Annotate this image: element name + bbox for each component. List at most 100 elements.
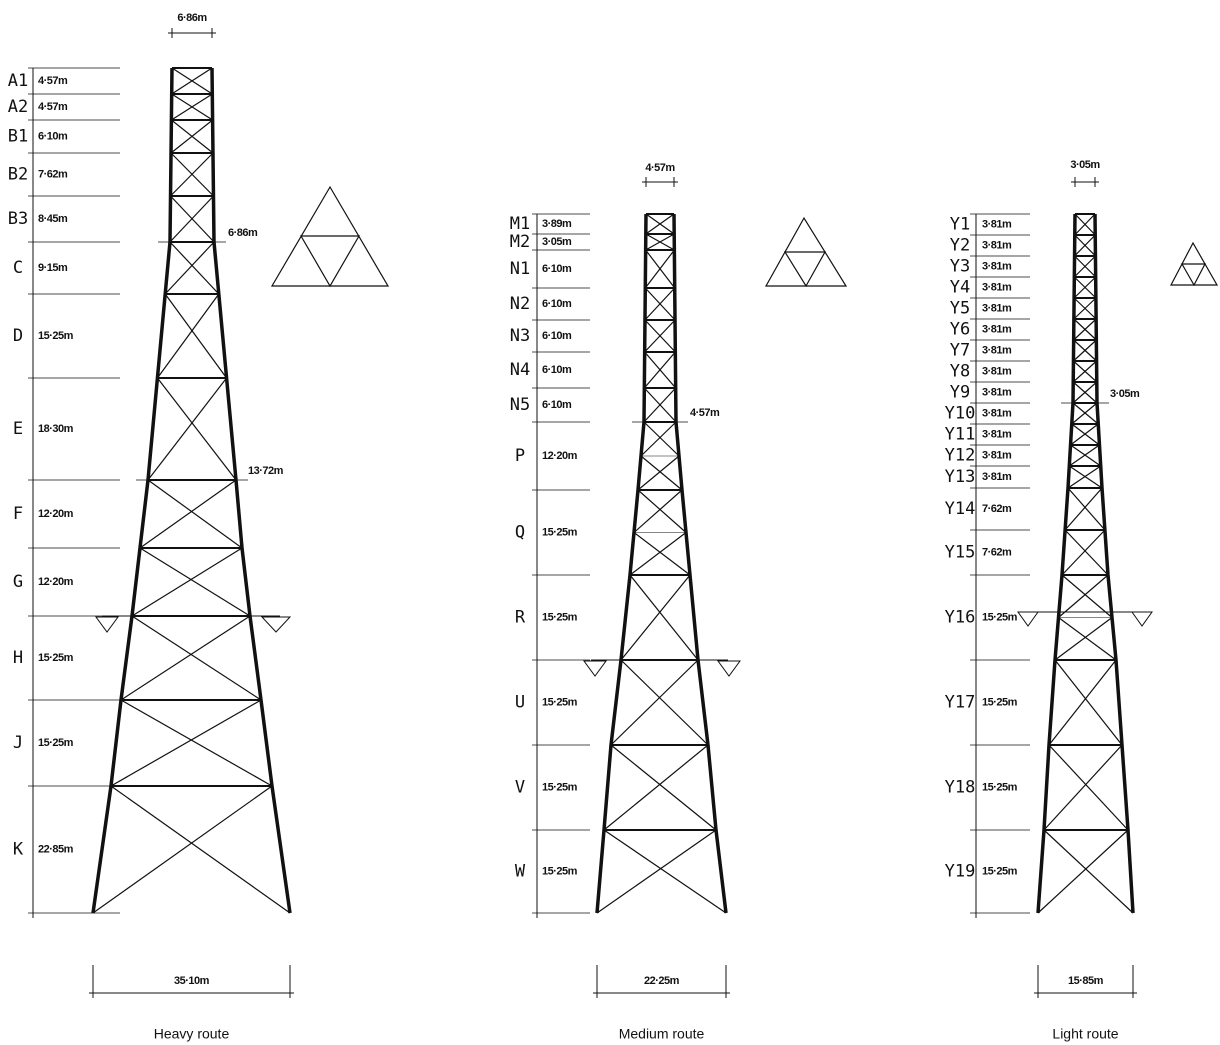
segment-height: 3·81m xyxy=(982,344,1012,356)
brace xyxy=(157,294,218,378)
top-width: 3·05m xyxy=(1070,159,1100,171)
segment-height: 3·81m xyxy=(982,365,1012,377)
brace xyxy=(1071,424,1099,445)
brace xyxy=(611,745,716,830)
segment-height: 6·10m xyxy=(542,330,572,342)
segment-label: B3 xyxy=(8,209,28,229)
brace xyxy=(634,490,682,533)
segment-height: 3·81m xyxy=(982,449,1012,461)
brace xyxy=(148,480,242,548)
marker xyxy=(96,617,118,632)
section-light-inner xyxy=(1182,264,1205,285)
segment-height: 15·25m xyxy=(982,611,1018,623)
brace xyxy=(165,294,226,378)
segment-label: Y4 xyxy=(950,278,970,298)
segment-height: 15·25m xyxy=(982,865,1018,877)
segment-height: 15·25m xyxy=(542,526,578,538)
brace xyxy=(1068,466,1101,488)
brace xyxy=(1065,488,1102,530)
segment-height: 12·20m xyxy=(38,508,74,520)
segment-height: 3·81m xyxy=(982,260,1012,272)
brace xyxy=(1071,445,1101,466)
segment-label: Y6 xyxy=(950,320,970,340)
segment-height: 15·25m xyxy=(542,696,578,708)
segment-label: Y19 xyxy=(945,862,976,882)
width-label: 3·05m xyxy=(1110,388,1140,400)
segment-height: 15·25m xyxy=(38,737,74,749)
brace xyxy=(1069,466,1102,488)
tower-leg xyxy=(597,214,646,913)
segment-label: G xyxy=(13,572,23,592)
segment-label: Q xyxy=(515,523,525,543)
caption: Light route xyxy=(1052,1026,1118,1042)
segment-label: Y16 xyxy=(945,608,976,628)
diagram: A14·57mA24·57mB16·10mB27·62mB38·45mC9·15… xyxy=(0,0,1220,1045)
segment-label: U xyxy=(515,693,525,713)
segment-height: 15·25m xyxy=(542,611,578,623)
segment-label: Y7 xyxy=(950,341,970,361)
segment-label: C xyxy=(13,258,23,278)
brace xyxy=(597,830,716,913)
segment-height: 6·10m xyxy=(542,399,572,411)
segment-label: R xyxy=(515,608,526,628)
segment-label: Y13 xyxy=(945,467,976,487)
segment-label: N1 xyxy=(510,259,530,279)
segment-height: 15·25m xyxy=(38,652,74,664)
brace xyxy=(1059,618,1117,661)
brace xyxy=(641,456,682,490)
segment-height: 3·81m xyxy=(982,239,1012,251)
segment-label: B2 xyxy=(8,165,28,185)
segment-height: 4·57m xyxy=(38,101,68,113)
segment-height: 3·81m xyxy=(982,407,1012,419)
segment-label: K xyxy=(13,840,24,860)
brace xyxy=(1049,745,1128,830)
base-width: 35·10m xyxy=(174,975,210,987)
segment-height: 3·81m xyxy=(982,428,1012,440)
segment-height: 3·05m xyxy=(542,236,572,248)
segment-label: Y5 xyxy=(950,299,970,319)
segment-height: 7·62m xyxy=(982,503,1012,515)
section-medium-inner xyxy=(785,252,825,286)
brace xyxy=(132,548,242,616)
brace xyxy=(1055,660,1122,745)
segment-height: 3·81m xyxy=(982,302,1012,314)
caption: Medium route xyxy=(619,1026,705,1042)
segment-label: N5 xyxy=(510,395,530,415)
brace xyxy=(170,242,219,294)
segment-label: Y11 xyxy=(945,425,976,445)
brace xyxy=(630,533,686,576)
segment-height: 6·10m xyxy=(38,130,68,142)
brace xyxy=(1072,424,1100,445)
brace xyxy=(1038,830,1128,913)
brace xyxy=(121,616,250,700)
brace xyxy=(1073,403,1098,424)
segment-height: 4·57m xyxy=(38,75,68,87)
marker xyxy=(584,661,606,676)
segment-height: 3·81m xyxy=(982,471,1012,483)
segment-height: 12·20m xyxy=(542,450,578,462)
segment-label: H xyxy=(13,648,23,668)
segment-label: Y14 xyxy=(945,499,976,519)
segment-height: 6·10m xyxy=(542,364,572,376)
brace xyxy=(1049,660,1116,745)
brace xyxy=(644,422,679,456)
brace xyxy=(1044,830,1133,913)
segment-height: 22·85m xyxy=(38,843,74,855)
brace xyxy=(1059,575,1109,618)
caption: Heavy route xyxy=(154,1026,230,1042)
segment-label: E xyxy=(13,419,23,439)
segment-label: Y2 xyxy=(950,236,970,256)
segment-label: J xyxy=(13,733,23,753)
brace xyxy=(641,422,676,456)
segment-height: 9·15m xyxy=(38,262,68,274)
base-width: 15·85m xyxy=(1068,975,1104,987)
segment-label: Y18 xyxy=(945,778,976,798)
brace xyxy=(611,660,698,745)
brace xyxy=(630,575,698,660)
page: {"towers": [ {"caption": "Heavy route", … xyxy=(0,0,1220,1045)
segment-height: 15·25m xyxy=(982,696,1018,708)
brace xyxy=(1055,618,1112,661)
section-heavy-inner xyxy=(301,236,359,286)
segment-label: V xyxy=(515,778,525,798)
segment-height: 18·30m xyxy=(38,423,74,435)
